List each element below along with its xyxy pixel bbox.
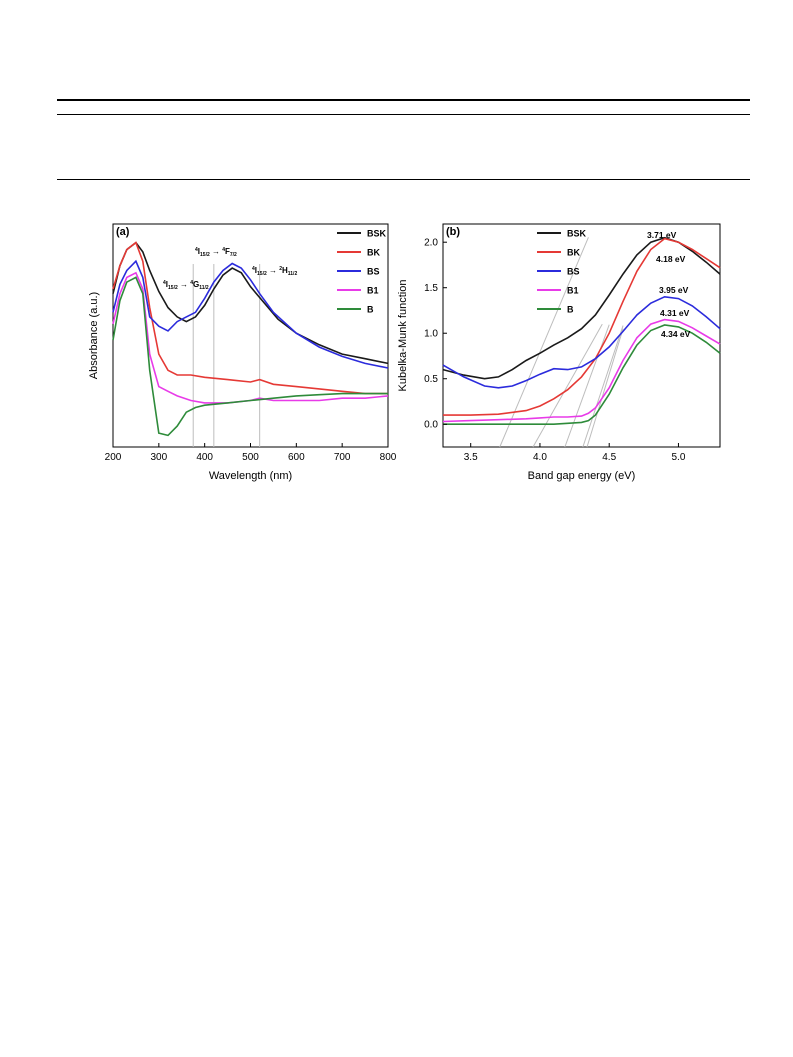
series-line-b xyxy=(112,276,388,437)
legend-label-bk: BK xyxy=(367,248,380,258)
legend-label-bsk: BSK xyxy=(567,229,587,239)
x-tick-label: 3.5 xyxy=(464,452,478,463)
legend-label-b1: B1 xyxy=(367,286,379,296)
panel-b-ylabel: Kubelka-Munk function xyxy=(397,280,409,392)
series-line-bs xyxy=(112,259,389,369)
series-line-b1 xyxy=(442,318,721,423)
legend-label-b: B xyxy=(367,305,374,315)
x-tick-label: 400 xyxy=(196,452,213,463)
legend-label-bk: BK xyxy=(567,248,580,258)
panel-a-xlabel: Wavelength (nm) xyxy=(209,470,292,482)
x-tick-label: 5.0 xyxy=(671,452,685,463)
y-tick-label: 0.5 xyxy=(424,374,438,385)
legend-label-bsk: BSK xyxy=(367,229,387,239)
legend-label-bs: BS xyxy=(567,267,580,277)
y-tick-label: 1.0 xyxy=(424,329,438,340)
table-header-rule xyxy=(57,114,750,115)
band-gap-label-bsk: 3.71 eV xyxy=(647,230,677,240)
series-line-bsk xyxy=(112,241,389,365)
x-tick-label: 4.5 xyxy=(602,452,616,463)
band-gap-label-bk: 4.18 eV xyxy=(656,254,686,264)
panel-a-label: (a) xyxy=(116,226,130,238)
panel-b-frame xyxy=(442,223,721,448)
series-line-bs xyxy=(442,295,721,389)
x-tick-label: 600 xyxy=(288,452,305,463)
series-line-bk xyxy=(443,237,721,416)
transition-label: 4I15/2 → 2H11/2 xyxy=(252,266,297,277)
x-tick-label: 200 xyxy=(105,452,122,463)
y-tick-label: 2.0 xyxy=(424,238,438,249)
table-bottom-rule xyxy=(57,179,750,180)
legend-label-bs: BS xyxy=(367,267,380,277)
top-rule xyxy=(57,99,750,101)
x-tick-label: 300 xyxy=(150,452,167,463)
x-tick-label: 800 xyxy=(380,452,397,463)
tangent-guide-line xyxy=(532,323,603,448)
x-tick-label: 500 xyxy=(242,452,259,463)
y-tick-label: 1.5 xyxy=(424,283,438,294)
panel-a-ylabel: Absorbance (a.u.) xyxy=(88,292,100,379)
band-gap-label-b: 4.34 eV xyxy=(661,329,691,339)
band-gap-label-bs: 3.95 eV xyxy=(659,285,689,295)
panel-b-xlabel: Band gap energy (eV) xyxy=(528,470,636,482)
x-tick-label: 4.0 xyxy=(533,452,547,463)
transition-label: 4I15/2 → 4G11/2 xyxy=(163,280,209,291)
legend-label-b1: B1 xyxy=(567,286,579,296)
panel-a-frame xyxy=(112,223,389,448)
series-line-bk xyxy=(112,241,388,395)
tangent-guide-line xyxy=(586,328,624,448)
y-tick-label: 0.0 xyxy=(424,420,438,431)
tangent-guide-line xyxy=(564,324,610,448)
series-line-b xyxy=(443,324,721,425)
panel-b: 3.5 4.0 4.5 5.0 0.0 0.5 1.0 1.5 2.0 (b) Band gap… xyxy=(397,223,721,482)
band-gap-label-b1: 4.31 eV xyxy=(660,308,690,318)
legend-label-b: B xyxy=(567,305,574,315)
transition-label: 4I15/2 → 4F7/2 xyxy=(195,247,237,258)
tangent-guide-line xyxy=(582,325,624,448)
series-line-b1 xyxy=(112,271,389,404)
panel-b-label: (b) xyxy=(446,226,460,238)
panel-a: 200 300 400 500 600 700 800 (a) Wavelength (nm… xyxy=(88,223,397,482)
x-tick-label: 700 xyxy=(334,452,351,463)
